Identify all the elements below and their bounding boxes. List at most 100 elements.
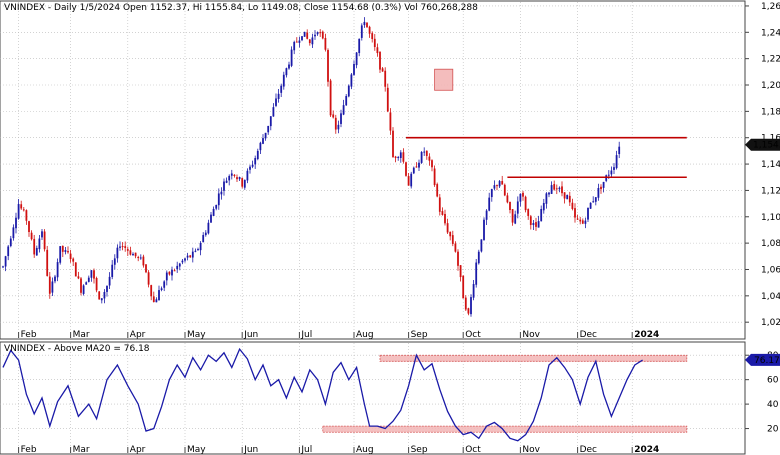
candle-body [566,194,569,200]
candle-body [228,175,231,181]
indicator-x-axis: Feb Mar Apr May Jun Jul Aug Sep Oct Nov Dec 2024 [18,445,659,455]
candle-body [4,256,7,267]
indicator-y-tick-label: 60 [767,376,779,386]
candle-body [160,288,163,290]
candle-body [272,107,275,117]
candle-body [316,32,319,35]
candle-body [113,258,116,265]
price-y-tick-label: 1,260 [761,2,780,12]
candle-body [451,235,454,244]
candle-body [72,258,75,262]
candle-body [74,262,77,277]
candle-body [558,187,561,190]
candle-body [163,281,166,288]
candlestick-series [2,17,621,317]
candle-body [561,186,563,194]
candle-body [358,38,361,54]
candle-body [176,265,179,270]
candle-body [303,31,306,37]
candle-body [480,239,483,252]
indicator-zone-box [379,354,688,362]
candle-body [602,181,605,188]
candle-body [191,251,194,258]
candle-body [425,150,428,156]
candle-body [389,112,392,131]
candle-body [397,157,400,159]
candle-body [197,248,199,250]
candle-body [98,291,101,300]
candle-body [563,192,566,199]
candle-body [150,285,153,297]
candle-body [288,64,290,69]
indicator-x-tick-label: Aug [356,445,374,455]
candle-body [415,166,418,168]
candle-body [178,263,181,267]
indicator-x-tick-label: Dec [580,445,597,455]
candle-body [355,52,358,66]
price-y-tick-label: 1,020 [761,318,780,328]
candle-body [204,232,207,236]
candle-body [2,266,4,268]
candle-body [51,281,54,293]
candle-body [477,251,480,264]
price-x-tick-label: Dec [580,330,597,340]
indicator-last-value-badge: 76.178 [745,353,780,366]
candle-body [342,105,345,115]
candle-body [433,168,436,186]
candle-body [524,196,527,211]
candle-body [615,155,618,169]
candle-body [212,208,215,216]
candle-body [139,257,142,259]
candle-body [454,243,457,252]
candle-body [509,201,511,211]
indicator-x-tick-label: Nov [522,445,540,455]
candle-body [464,297,467,310]
indicator-x-tick-label: Sep [411,445,428,455]
candle-body [7,246,10,257]
candle-body [290,49,293,66]
candle-body [337,124,340,130]
candle-body [282,74,285,87]
candle-body [225,180,228,183]
candle-body [155,299,158,303]
candle-body [423,151,426,153]
candle-body [256,150,259,160]
candle-body [77,276,80,279]
price-y-tick-label: 1,080 [761,239,780,249]
candle-body [516,201,519,214]
candle-body [548,192,550,195]
candle-body [202,234,205,243]
candle-body [35,247,38,256]
candle-body [173,270,176,272]
candle-body [376,47,379,54]
candle-body [550,185,553,194]
price-y-tick-label: 1,060 [761,265,780,275]
candle-body [233,174,236,176]
candle-body [85,282,88,285]
candle-body [394,156,397,158]
candle-body [353,63,355,75]
candle-body [324,37,327,50]
price-y-tick-label: 1,220 [761,55,780,65]
price-y-tick-label: 1,160 [761,134,780,144]
candle-body [285,68,288,76]
candle-body [186,255,189,258]
candle-body [254,158,257,165]
price-x-tick-label: Nov [522,330,540,340]
indicator-x-tick-label: May [187,445,206,455]
candle-body [90,270,93,278]
candle-body [363,21,366,26]
candle-body [373,38,376,48]
candle-body [246,170,249,181]
indicator-x-tick-label: Oct [465,445,481,455]
candle-body [441,211,444,215]
candle-body [522,192,524,197]
candle-body [171,269,173,276]
candle-body [555,188,558,190]
candle-body [457,251,459,266]
price-y-tick-label: 1,100 [761,213,780,223]
price-y-tick-label: 1,240 [761,28,780,38]
candle-body [207,222,210,234]
candle-body [275,98,277,106]
candle-body [527,209,530,216]
